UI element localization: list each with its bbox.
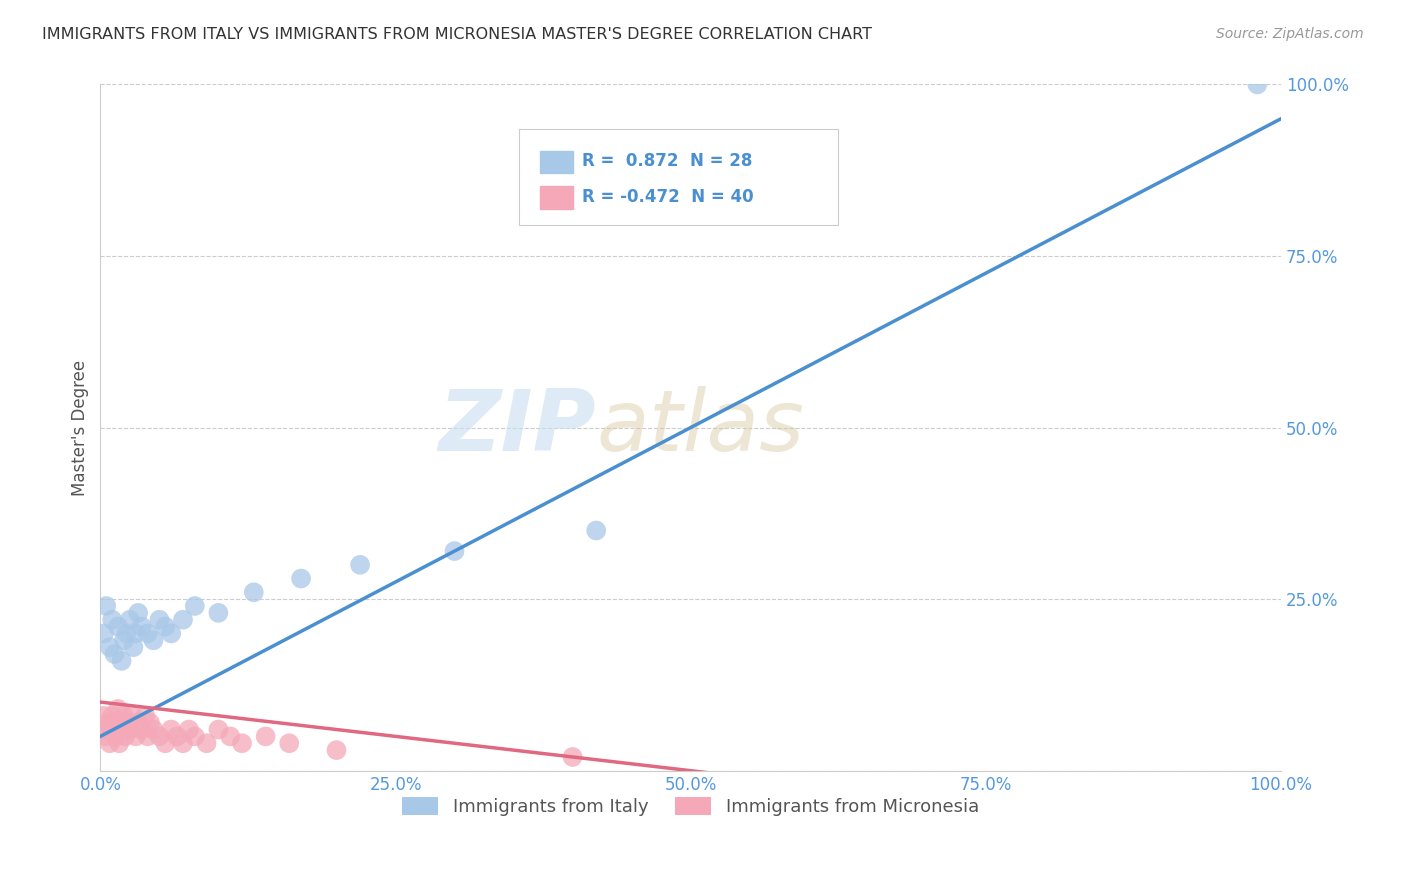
Point <box>585 524 607 538</box>
Point <box>96 599 118 613</box>
Point <box>115 626 138 640</box>
Point <box>160 723 183 737</box>
Point <box>101 613 124 627</box>
Point <box>112 708 135 723</box>
Point <box>443 544 465 558</box>
Point <box>122 640 145 655</box>
Point <box>93 708 115 723</box>
Point <box>148 730 170 744</box>
Point <box>134 708 156 723</box>
Point <box>93 626 115 640</box>
Point <box>136 730 159 744</box>
Point <box>184 730 207 744</box>
Point <box>96 715 118 730</box>
Text: R =  0.872  N = 28: R = 0.872 N = 28 <box>582 152 752 170</box>
Point <box>112 633 135 648</box>
Point <box>290 572 312 586</box>
Point <box>243 585 266 599</box>
FancyBboxPatch shape <box>519 129 838 225</box>
Text: IMMIGRANTS FROM ITALY VS IMMIGRANTS FROM MICRONESIA MASTER'S DEGREE CORRELATION : IMMIGRANTS FROM ITALY VS IMMIGRANTS FROM… <box>42 27 872 42</box>
Point <box>121 708 143 723</box>
Point <box>148 613 170 627</box>
Point <box>118 723 141 737</box>
Point <box>125 730 148 744</box>
Point <box>98 640 121 655</box>
Point <box>107 702 129 716</box>
Bar <box>540 186 572 209</box>
Point <box>91 723 114 737</box>
Point <box>114 730 136 744</box>
Legend: Immigrants from Italy, Immigrants from Micronesia: Immigrants from Italy, Immigrants from M… <box>395 789 987 823</box>
Point <box>172 613 194 627</box>
Bar <box>540 151 572 173</box>
Point <box>254 730 277 744</box>
Point <box>155 619 177 633</box>
Text: ZIP: ZIP <box>439 386 596 469</box>
Y-axis label: Master's Degree: Master's Degree <box>72 359 89 496</box>
Point <box>131 619 153 633</box>
Point <box>166 730 188 744</box>
Point <box>219 730 242 744</box>
Point <box>172 736 194 750</box>
Point <box>110 654 132 668</box>
Point <box>101 708 124 723</box>
Point <box>1246 78 1268 92</box>
Text: Source: ZipAtlas.com: Source: ZipAtlas.com <box>1216 27 1364 41</box>
Point <box>125 626 148 640</box>
Point <box>155 736 177 750</box>
Point <box>103 647 125 661</box>
Point <box>349 558 371 572</box>
Point <box>142 723 165 737</box>
Point <box>177 723 200 737</box>
Point <box>139 715 162 730</box>
Point <box>104 730 127 744</box>
Point <box>107 619 129 633</box>
Point <box>108 736 131 750</box>
Point <box>117 715 139 730</box>
Point <box>160 626 183 640</box>
Point <box>207 723 229 737</box>
Point <box>101 723 124 737</box>
Point <box>118 613 141 627</box>
Point <box>278 736 301 750</box>
Point <box>325 743 347 757</box>
Point <box>127 715 149 730</box>
Point <box>184 599 207 613</box>
Point <box>142 633 165 648</box>
Point <box>561 750 583 764</box>
Point <box>207 606 229 620</box>
Point <box>103 715 125 730</box>
Text: R = -0.472  N = 40: R = -0.472 N = 40 <box>582 187 754 206</box>
Point <box>131 723 153 737</box>
Point <box>98 736 121 750</box>
Point <box>96 730 118 744</box>
Point <box>231 736 253 750</box>
Point <box>136 626 159 640</box>
Point <box>110 715 132 730</box>
Point <box>127 606 149 620</box>
Text: atlas: atlas <box>596 386 804 469</box>
Point <box>195 736 218 750</box>
Point <box>111 723 134 737</box>
